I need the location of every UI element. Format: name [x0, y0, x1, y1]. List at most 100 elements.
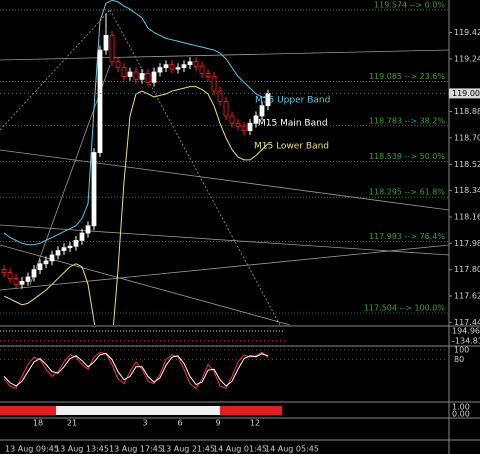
candle-body — [259, 105, 265, 117]
date-label: 14 Aug 01:45 — [213, 445, 267, 454]
candle-body — [109, 35, 115, 63]
candle-body — [133, 71, 139, 80]
signal-bar — [56, 406, 220, 415]
date-label: 13 Aug 17:45 — [109, 445, 163, 454]
candle-body — [37, 263, 43, 271]
stoch-tick-label: 80 — [454, 355, 464, 364]
hour-label: 12 — [250, 419, 260, 428]
candle-body — [223, 100, 229, 117]
candle-body — [43, 260, 49, 265]
panel-separators — [0, 325, 480, 441]
hour-label: 6 — [177, 419, 182, 428]
band-line — [3, 0, 269, 246]
candle-body — [247, 122, 253, 131]
candle-body — [55, 250, 61, 256]
y-tick-label: 117.440 — [454, 318, 480, 327]
band-label: M15 Upper Band — [255, 96, 330, 106]
candle-body — [217, 90, 223, 102]
band-label: M15 Main Band — [258, 119, 328, 129]
hour-label: 21 — [67, 419, 77, 428]
date-label: 13 Aug 09:45 — [5, 445, 59, 454]
candle-body — [139, 73, 145, 80]
candle-body — [241, 125, 247, 131]
candle-body — [169, 64, 175, 70]
candle-body — [97, 49, 103, 153]
fib-label: 119.574 --> 0.0% — [374, 0, 445, 9]
candle-body — [67, 245, 73, 249]
date-label: 14 Aug 05:45 — [265, 445, 319, 454]
fib-label: 118.783 --> 38.2% — [369, 116, 445, 125]
candle-body — [151, 71, 157, 83]
trendline — [29, 64, 111, 286]
candle-body — [211, 76, 217, 92]
date-label: 13 Aug 13:45 — [55, 445, 109, 454]
candle-body — [205, 73, 211, 77]
trendline — [0, 244, 291, 325]
y-tick-label: 119.240 — [454, 54, 480, 63]
fib-label: 117.993 --> 76.4% — [369, 232, 445, 241]
candle-body — [85, 225, 91, 234]
signal-panel: 1.00 0.00 — [0, 403, 470, 419]
candle-body — [79, 232, 85, 241]
signal-bar — [220, 406, 282, 415]
hour-label: 9 — [215, 419, 220, 428]
y-tick-label: 118.160 — [454, 212, 480, 221]
trendline — [0, 149, 449, 211]
candle-body — [253, 115, 259, 124]
candle-body — [1, 269, 7, 273]
candle-body — [13, 278, 19, 285]
fib-label: 118.539 --> 50.0% — [369, 152, 445, 161]
candle-body — [31, 269, 37, 278]
candle-body — [103, 35, 109, 51]
price-box — [449, 88, 480, 99]
signal-label: 0.00 — [452, 410, 470, 419]
y-tick-label: 118.880 — [454, 107, 480, 116]
candle-body — [91, 152, 97, 227]
y-tick-label: 118.340 — [454, 186, 480, 195]
band-label: M15 Lower Band — [254, 142, 329, 152]
candle-body — [229, 115, 235, 124]
indicator-label: -134.813 — [452, 337, 480, 346]
trendline — [0, 49, 449, 61]
candle-body — [121, 67, 127, 77]
candle-body — [127, 71, 133, 77]
candle-body — [19, 280, 25, 285]
candle-body — [175, 67, 181, 70]
trendline — [0, 224, 449, 256]
signal-label: 1.00 — [452, 403, 470, 412]
candle-body — [187, 61, 193, 66]
stoch-tick-label: 100 — [454, 346, 469, 355]
hour-label: 18 — [33, 419, 43, 428]
y-tick-label: 118.520 — [454, 160, 480, 169]
candle-body — [115, 61, 121, 69]
price-label: 119.004 — [452, 89, 480, 98]
fib-label: 119.085 --> 23.6% — [369, 72, 445, 81]
candle-body — [199, 65, 205, 74]
fib-label: 118.295 --> 61.8% — [369, 188, 445, 197]
trendline — [0, 244, 449, 291]
price-panel — [0, 0, 449, 325]
indicator-panel: 194.964 -134.813 — [0, 327, 480, 346]
fib-label: 117.504 --> 100.0% — [364, 303, 446, 312]
y-tick-label: 119.420 — [454, 28, 480, 37]
candle-body — [181, 64, 187, 69]
stoch-line — [3, 351, 269, 390]
candle-body — [193, 61, 199, 67]
candle-body — [61, 247, 67, 252]
candle-body — [7, 272, 13, 279]
trendlines — [0, 9, 449, 325]
date-label: 13 Aug 21:45 — [161, 445, 215, 454]
y-tick-label: 117.980 — [454, 239, 480, 248]
candle-body — [73, 239, 79, 247]
indicator-label: 194.964 — [452, 327, 480, 336]
stoch-line — [3, 352, 269, 387]
candle-body — [49, 254, 55, 262]
y-tick-label: 117.620 — [454, 292, 480, 301]
candle-body — [157, 67, 163, 73]
trendline — [0, 9, 111, 131]
fib-group: 119.574 --> 0.0% 119.085 --> 23.6% 118.783… — [0, 0, 449, 314]
